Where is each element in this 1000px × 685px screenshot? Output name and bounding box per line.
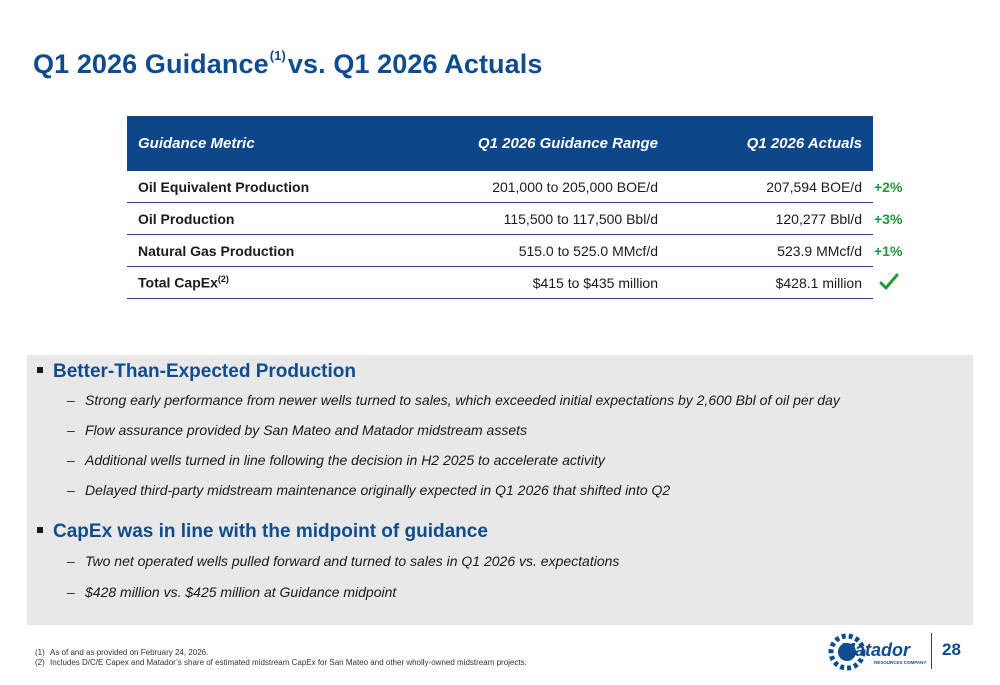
column-header-actuals: Q1 2026 Actuals	[746, 135, 862, 152]
column-header-range: Q1 2026 Guidance Range	[477, 135, 658, 152]
row-range: $415 to $435 million	[532, 274, 658, 291]
bullet-point: – Additional wells turned in line followi…	[67, 452, 605, 468]
svg-text:RESOURCES COMPANY: RESOURCES COMPANY	[874, 660, 926, 665]
page-title: Q1 2026 Guidance(1)vs. Q1 2026 Actuals	[33, 48, 542, 80]
row-delta: +2%	[874, 178, 903, 195]
matador-logo: Matador RESOURCES COMPANY	[828, 633, 926, 671]
table-row: Oil Equivalent Production 201,000 to 205…	[127, 171, 902, 203]
row-actual: 207,594 BOE/d	[766, 178, 862, 195]
footer-divider	[931, 633, 932, 669]
bullet-heading: CapEx was in line with the midpoint of g…	[37, 521, 488, 543]
row-range: 201,000 to 205,000 BOE/d	[492, 178, 658, 195]
guidance-table: Guidance Metric Q1 2026 Guidance Range Q…	[127, 116, 902, 299]
capex-footnote-ref: (2)	[217, 274, 229, 285]
title-footnote-ref: (1)	[269, 48, 286, 63]
row-actual: 120,277 Bbl/d	[775, 210, 862, 227]
table-row: Oil Production 115,500 to 117,500 Bbl/d …	[127, 203, 902, 235]
row-range: 515.0 to 525.0 MMcf/d	[518, 242, 658, 259]
footnote: (1) As of and as provided on February 24,…	[35, 648, 209, 657]
row-actual: 523.9 MMcf/d	[777, 242, 862, 259]
bullet-point: – Strong early performance from newer wel…	[67, 392, 840, 408]
row-metric: Natural Gas Production	[138, 242, 295, 259]
square-bullet-icon	[37, 527, 43, 533]
page-number: 28	[942, 640, 961, 659]
bullet-point: – Flow assurance provided by San Mateo an…	[67, 422, 527, 438]
table-row: Total CapEx(2) $415 to $435 million $428…	[127, 267, 899, 299]
row-delta: +1%	[874, 242, 903, 259]
bullet-point: – Delayed third-party midstream maintenan…	[67, 482, 671, 498]
highlights-panel: Better-Than-Expected Production – Strong …	[27, 355, 973, 625]
row-delta: +3%	[874, 210, 903, 227]
column-header-metric: Guidance Metric	[138, 135, 255, 152]
square-bullet-icon	[37, 367, 43, 373]
title-main: Q1 2026 Guidance	[33, 49, 269, 79]
svg-text:Matador: Matador	[840, 640, 911, 660]
row-metric: Oil Equivalent Production	[138, 178, 310, 195]
bullet-point: – $428 million vs. $425 million at Guidan…	[67, 584, 397, 600]
bullet-heading: Better-Than-Expected Production	[37, 361, 356, 383]
footnotes: (1) As of and as provided on February 24,…	[35, 648, 527, 668]
row-range: 115,500 to 117,500 Bbl/d	[503, 210, 658, 227]
row-metric: Oil Production	[138, 210, 235, 227]
row-metric: Total CapEx(2)	[138, 274, 229, 291]
table-row: Natural Gas Production 515.0 to 525.0 MM…	[127, 235, 902, 267]
row-actual: $428.1 million	[775, 274, 862, 291]
checkmark-icon	[879, 273, 899, 290]
bullet-point: – Two net operated wells pulled forward a…	[67, 553, 620, 569]
title-suffix: vs. Q1 2026 Actuals	[287, 49, 543, 79]
table-header: Guidance Metric Q1 2026 Guidance Range Q…	[127, 116, 873, 171]
footnote: (2) Includes D/C/E Capex and Matador’s sh…	[35, 658, 527, 667]
